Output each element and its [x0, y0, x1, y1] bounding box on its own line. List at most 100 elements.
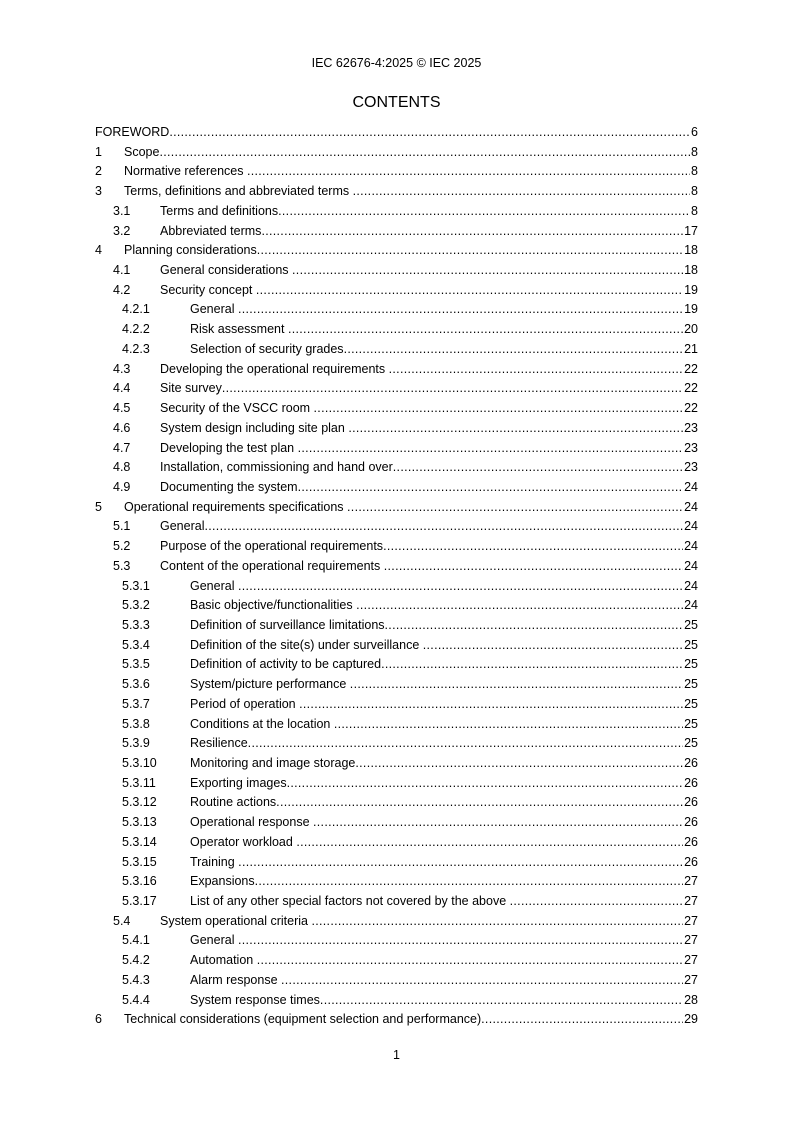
toc-entry[interactable]: 5.4.3 Alarm response 27: [95, 971, 698, 991]
page-number: 1: [393, 1048, 400, 1062]
toc-entry[interactable]: 1 Scope 8: [95, 143, 698, 163]
toc-entry[interactable]: 5.4 System operational criteria 27: [95, 912, 698, 932]
toc-entry[interactable]: 4.1 General considerations 18: [95, 261, 698, 281]
toc-entry-number: 4.4: [113, 381, 131, 396]
dot-leader: [169, 123, 690, 143]
toc-entry[interactable]: 6 Technical considerations (equipment sel…: [95, 1010, 698, 1030]
dot-leader: [393, 458, 683, 478]
toc-entry-page: 24: [684, 578, 698, 593]
toc-entry[interactable]: 5.3.15 Training 26: [95, 853, 698, 873]
toc-entry-title: Abbreviated terms: [160, 223, 262, 238]
dot-leader: [257, 241, 683, 261]
toc-entry[interactable]: FOREWORD 6: [95, 123, 698, 143]
toc-entry[interactable]: 3.1 Terms and definitions 8: [95, 202, 698, 222]
toc-entry[interactable]: 5.3.17 List of any other special factors …: [95, 892, 698, 912]
toc-entry-number: 6: [95, 1012, 102, 1027]
toc-entry[interactable]: 5.4.1 General 27: [95, 931, 698, 951]
toc-entry-number: 4.3: [113, 361, 131, 376]
toc-entry[interactable]: 4.3 Developing the operational requiremen…: [95, 360, 698, 380]
toc-entry-number: 5.3.13: [122, 815, 157, 830]
toc-entry-page: 27: [684, 933, 698, 948]
toc-entry[interactable]: 4.5 Security of the VSCC room 22: [95, 399, 698, 419]
toc-entry-title: List of any other special factors not co…: [190, 894, 510, 909]
toc-entry-page: 26: [684, 775, 698, 790]
toc-entry[interactable]: 4.4 Site survey 22: [95, 379, 698, 399]
toc-entry[interactable]: 5.3.4 Definition of the site(s) under sur…: [95, 636, 698, 656]
toc-entry[interactable]: 5.3.1 General 24: [95, 577, 698, 597]
toc-entry[interactable]: 5.3.7 Period of operation 25: [95, 695, 698, 715]
dot-leader: [311, 912, 683, 932]
toc-entry[interactable]: 4.7 Developing the test plan 23: [95, 439, 698, 459]
toc-entry[interactable]: 4 Planning considerations 18: [95, 241, 698, 261]
toc-entry[interactable]: 5.3.9 Resilience 25: [95, 734, 698, 754]
toc-entry[interactable]: 5.3.8 Conditions at the location 25: [95, 715, 698, 735]
toc-entry[interactable]: 5.3.12 Routine actions 26: [95, 793, 698, 813]
toc-entry[interactable]: 4.9 Documenting the system 24: [95, 478, 698, 498]
toc-entry[interactable]: 5.1 General 24: [95, 517, 698, 537]
toc-entry-title: Content of the operational requirements: [160, 558, 384, 573]
toc-entry-number: 5: [95, 499, 102, 514]
toc-entry-number: 4.1: [113, 263, 131, 278]
toc-entry-page: 25: [684, 696, 698, 711]
toc-entry[interactable]: 5.3.2 Basic objective/functionalities 24: [95, 596, 698, 616]
toc-entry-number: 4.9: [113, 479, 131, 494]
toc-entry[interactable]: 5.2 Purpose of the operational requiremen…: [95, 537, 698, 557]
toc-entry-page: 25: [684, 657, 698, 672]
toc-entry-number: 5.1: [113, 519, 131, 534]
toc-entry[interactable]: 5.3.14 Operator workload 26: [95, 833, 698, 853]
toc-entry[interactable]: 5 Operational requirements specifications…: [95, 498, 698, 518]
toc-entry[interactable]: 5.3.3 Definition of surveillance limitati…: [95, 616, 698, 636]
toc-entry[interactable]: 4.8 Installation, commissioning and hand …: [95, 458, 698, 478]
toc-entry-number: 5.3: [113, 558, 131, 573]
toc-entry-number: 5.3.10: [122, 756, 157, 770]
toc-entry-number: 5.3.8: [122, 716, 150, 731]
toc-entry-page: 22: [684, 381, 698, 396]
dot-leader: [257, 951, 683, 971]
dot-leader: [256, 281, 683, 301]
toc-entry-page: 20: [684, 322, 698, 337]
toc-entry[interactable]: 5.3.5 Definition of activity to be captur…: [95, 655, 698, 675]
dot-leader: [347, 498, 683, 518]
toc-entry-number: 4.2: [113, 282, 131, 297]
toc-entry[interactable]: 5.3.11 Exporting images 26: [95, 774, 698, 794]
toc-entry[interactable]: 5.4.4 System response times 28: [95, 991, 698, 1011]
toc-entry-page: 24: [684, 598, 698, 613]
toc-entry[interactable]: 2 Normative references 8: [95, 162, 698, 182]
toc-entry-number: 4.2.2: [122, 322, 150, 337]
dot-leader: [353, 182, 690, 202]
toc-entry[interactable]: 4.2 Security concept 19: [95, 281, 698, 301]
toc-entry[interactable]: 5.3 Content of the operational requiremen…: [95, 557, 698, 577]
toc-entry[interactable]: 5.3.6 System/picture performance 25: [95, 675, 698, 695]
dot-leader: [385, 616, 684, 636]
toc-entry-number: 5.3.11: [122, 775, 156, 790]
toc-entry-page: 22: [684, 401, 698, 416]
toc-entry-page: 23: [684, 460, 698, 475]
dot-leader: [381, 655, 683, 675]
dot-leader: [159, 143, 690, 163]
toc-entry-title: Definition of the site(s) under surveill…: [190, 637, 423, 652]
toc-entry[interactable]: 4.2.3 Selection of security grades 21: [95, 340, 698, 360]
dot-leader: [276, 793, 683, 813]
toc-entry[interactable]: 5.3.16 Expansions 27: [95, 872, 698, 892]
toc-entry[interactable]: 4.2.2 Risk assessment 20: [95, 320, 698, 340]
toc-entry[interactable]: 5.3.13 Operational response 26: [95, 813, 698, 833]
toc-entry[interactable]: 4.6 System design including site plan 23: [95, 419, 698, 439]
dot-leader: [334, 715, 683, 735]
toc-entry-number: 5.3.12: [122, 795, 157, 810]
toc-entry-page: 19: [684, 282, 698, 297]
dot-leader: [481, 1010, 683, 1030]
dot-leader: [292, 261, 683, 281]
toc-entry-number: 4.6: [113, 420, 131, 435]
toc-entry-page: 24: [684, 499, 698, 514]
toc-entry-number: 5.3.2: [122, 598, 150, 613]
toc-entry-page: 29: [684, 1012, 698, 1027]
toc-entry[interactable]: 4.2.1 General 19: [95, 300, 698, 320]
toc-entry[interactable]: 5.3.10 Monitoring and image storage 26: [95, 754, 698, 774]
toc-entry-number: 5.3.15: [122, 854, 157, 869]
dot-leader: [314, 399, 684, 419]
toc-entry-page: 24: [684, 519, 698, 534]
toc-entry[interactable]: 3 Terms, definitions and abbreviated term…: [95, 182, 698, 202]
toc-entry[interactable]: 3.2 Abbreviated terms 17: [95, 222, 698, 242]
dot-leader: [204, 517, 683, 537]
toc-entry[interactable]: 5.4.2 Automation 27: [95, 951, 698, 971]
